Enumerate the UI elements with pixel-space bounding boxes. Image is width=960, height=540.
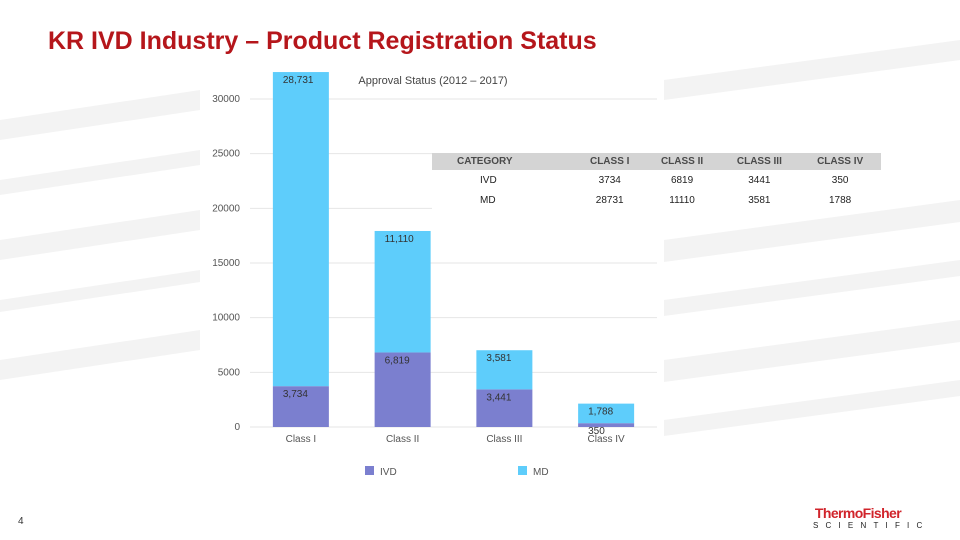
table-cell: 3734: [574, 170, 645, 190]
logo-wordmark: ThermoFisher: [814, 505, 902, 521]
data-table: CATEGORY CLASS I CLASS II CLASS III CLAS…: [432, 153, 881, 210]
y-tick-label: 0: [234, 422, 240, 433]
x-tick-label: Class I: [286, 434, 317, 445]
legend-swatch-md: [518, 466, 527, 475]
table-cell: 1788: [799, 190, 881, 210]
bar-ivd: [272, 386, 329, 427]
bar-ivd: [578, 423, 635, 427]
page-number: 4: [18, 516, 24, 527]
table-cell: IVD: [432, 170, 575, 190]
data-label: 28,731: [283, 75, 314, 86]
chart-title: Approval Status (2012 – 2017): [358, 75, 507, 87]
data-label: 350: [588, 426, 605, 437]
table-header-cell: CLASS IV: [799, 153, 881, 170]
x-tick-label: Class III: [486, 434, 522, 445]
y-tick-label: 25000: [212, 149, 240, 160]
data-label: 1,788: [588, 407, 613, 418]
table-header-cell: CLASS I: [574, 153, 645, 170]
x-tick-label: Class II: [386, 434, 419, 445]
table-header-cell: CLASS III: [719, 153, 800, 170]
table-cell: 3441: [719, 170, 800, 190]
legend-swatch-ivd: [365, 466, 374, 475]
table-row: IVD 3734 6819 3441 350: [432, 170, 881, 190]
stacked-bar-chart: Approval Status (2012 – 2017) 0 5000 10000 1…: [212, 72, 657, 478]
table-header-cell: CLASS II: [644, 153, 720, 170]
table-cell: 3581: [719, 190, 800, 210]
y-tick-label: 10000: [212, 313, 240, 324]
logo-subtitle: SCIENTIFIC: [813, 521, 930, 530]
y-tick-label: 15000: [212, 258, 240, 269]
bar-ivd: [374, 352, 431, 427]
table-cell: 28731: [574, 190, 645, 210]
y-tick-label: 20000: [212, 203, 240, 214]
slide-title: KR IVD Industry – Product Registration S…: [48, 27, 597, 55]
legend-label: IVD: [380, 467, 397, 478]
chart-panel: Approval Status (2012 – 2017) 0 5000 10000 1…: [202, 70, 664, 478]
y-tick-label: 5000: [218, 367, 241, 378]
data-label: 3,581: [486, 353, 511, 364]
x-tick-label: Class IV: [588, 434, 626, 445]
bar-md: [578, 403, 635, 424]
table-header-row: CATEGORY CLASS I CLASS II CLASS III CLAS…: [432, 153, 881, 170]
y-tick-label: 30000: [212, 94, 240, 105]
data-label: 6,819: [385, 355, 410, 366]
bar-md: [374, 230, 431, 353]
table-header-cell: CATEGORY: [432, 153, 575, 170]
data-label: 3,734: [283, 389, 308, 400]
table-cell: 350: [799, 170, 881, 190]
table-cell: 11110: [644, 190, 720, 210]
thermofisher-logo: ThermoFisher SCIENTIFIC: [808, 505, 930, 531]
table-row: MD 28731 11110 3581 1788: [432, 190, 881, 210]
table-cell: MD: [432, 190, 575, 210]
legend-label: MD: [533, 467, 549, 478]
bar-md: [272, 72, 329, 387]
table-cell: 6819: [644, 170, 720, 190]
bar-ivd: [476, 389, 533, 427]
data-label: 3,441: [486, 392, 511, 403]
data-label: 11,110: [385, 234, 415, 245]
bar-md: [476, 350, 533, 390]
